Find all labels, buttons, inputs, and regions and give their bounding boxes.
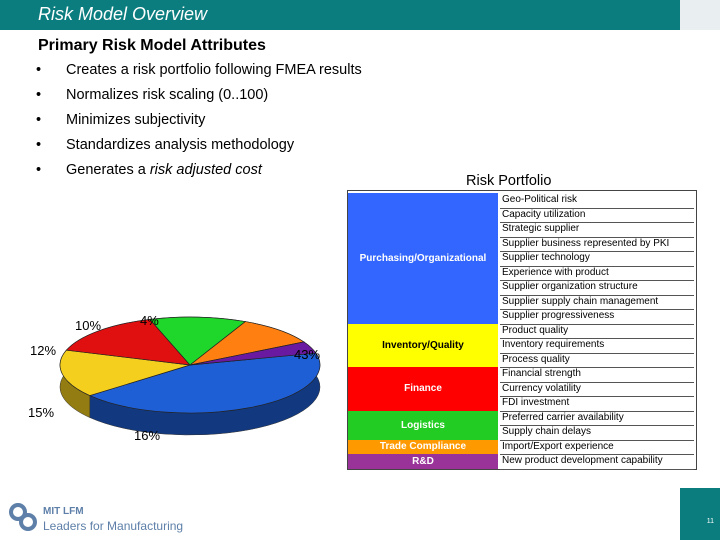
page-number: 11 [706,518,714,525]
slide-title: Risk Model Overview [38,4,208,24]
risk-item-row: Product quality [500,324,694,339]
title-bar-accent [680,0,720,30]
pie-slice [189,341,317,366]
pie-slice [65,318,191,366]
category-cell: Logistics [348,410,498,440]
category-cell: R&D [348,454,498,469]
pie-slice [189,321,305,366]
risk-item-row: Strategic supplier [500,222,694,238]
risk-pie-chart [59,316,321,436]
risk-item-row: Import/Export experience [500,440,694,455]
org-short: MIT LFM [43,506,84,517]
risk-item-row: Currency volatility [500,382,694,397]
risk-item-row: Capacity utilization [500,208,694,223]
category-cell: Inventory/Quality [348,323,498,367]
category-cell: Purchasing/Organizational [348,193,498,324]
category-cell: Finance [348,367,498,411]
pie-slice-label: 4% [140,313,159,328]
mit-lfm-logo-icon [9,503,37,531]
pie-slice-label: 43% [294,347,321,362]
risk-item-row: Experience with product [500,266,694,281]
risk-item-row: Supplier supply chain management [500,295,694,310]
risk-item-row: Geo-Political risk [500,193,694,209]
category-cell: Trade Compliance [348,439,498,454]
risk-item-row: Preferred carrier availability [500,411,694,426]
pie-slice [149,316,247,366]
category-column: Purchasing/Organizational Inventory/Quali… [348,191,498,469]
pie-slice-label: 10% [75,318,102,333]
pie-slice [88,352,321,414]
pie-slice-label: 15% [28,405,55,420]
risk-item-row: Supply chain delays [500,425,694,441]
risk-item-row: Supplier technology [500,251,694,267]
risk-item-row: Supplier progressiveness [500,309,694,325]
risk-item-row: New product development capability [500,454,694,470]
risk-item-row: Supplier organization structure [500,280,694,296]
pie-slice-label: 16% [134,428,161,443]
title-bar [0,0,680,30]
risk-portfolio-table: Purchasing/Organizational Inventory/Quali… [347,190,697,470]
risk-item-row: Supplier business represented by PKI [500,237,694,252]
risk-item-row: Financial strength [500,367,694,383]
portfolio-title: Risk Portfolio [466,173,552,189]
risk-item-row: Inventory requirements [500,338,694,354]
pie-slice-label: 12% [30,343,57,358]
pie-slice [59,349,191,396]
risk-item-row: Process quality [500,353,694,368]
risk-item-row: FDI investment [500,396,694,412]
org-name: Leaders for Manufacturing [43,519,184,533]
attributes-heading: Primary Risk Model Attributes [38,37,266,54]
page-number-box: 11 [680,488,720,540]
